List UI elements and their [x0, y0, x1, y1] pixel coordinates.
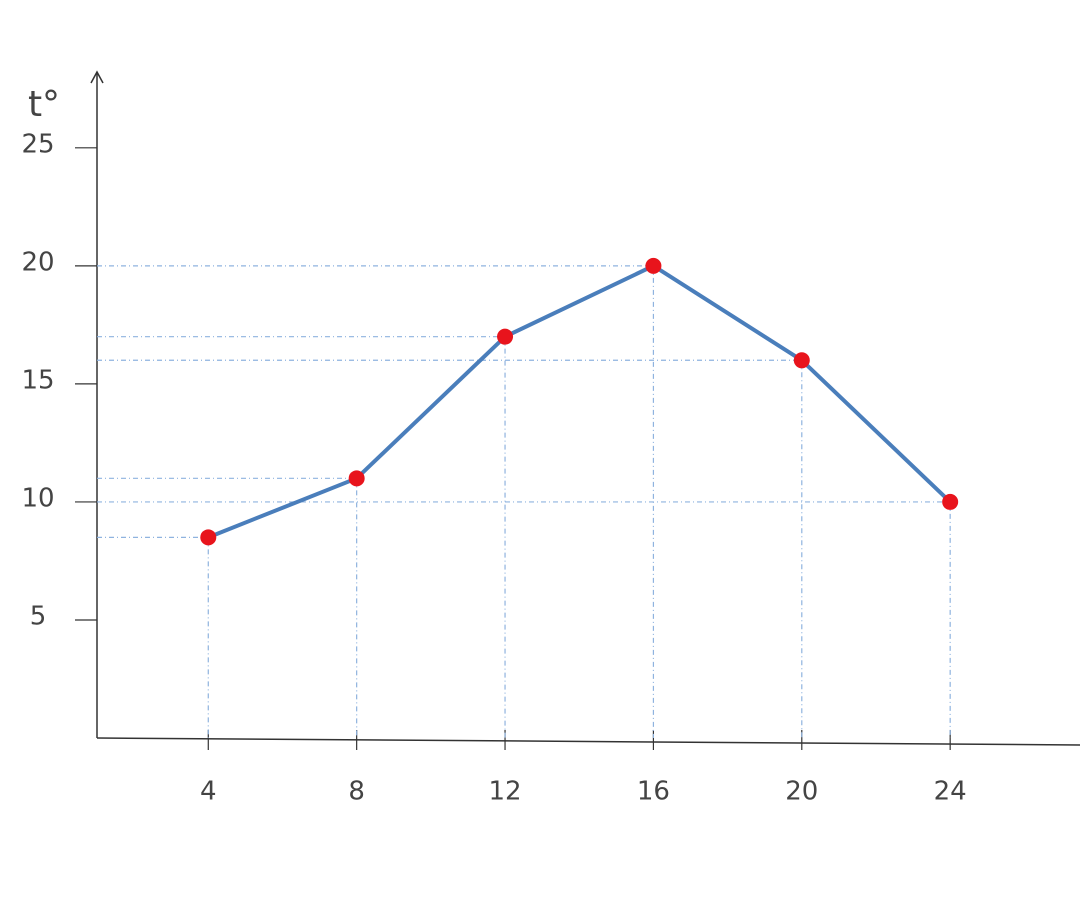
point: [200, 529, 217, 546]
x-tick-label: 4: [200, 777, 217, 807]
line: [207, 263, 952, 540]
y-tick-label: 15: [21, 365, 54, 395]
x-tick-label: 8: [348, 777, 365, 807]
x-axis: [96, 737, 1080, 746]
y-tick-label: 5: [30, 601, 47, 631]
y-tick-label: 25: [21, 129, 54, 159]
point: [348, 470, 365, 487]
y-axis-label: t°: [28, 84, 60, 125]
x-tick-label: 12: [488, 777, 521, 807]
y-tick-label: 10: [21, 483, 54, 513]
point: [645, 257, 662, 274]
y-axis-arrow: [90, 70, 104, 84]
point: [497, 328, 514, 345]
x-tick-label: 16: [637, 777, 670, 807]
point: [793, 352, 810, 369]
x-tick-label: 20: [785, 777, 818, 807]
y-tick-label: 20: [21, 247, 54, 277]
x-tick-label: 24: [934, 777, 967, 807]
point: [942, 493, 959, 510]
